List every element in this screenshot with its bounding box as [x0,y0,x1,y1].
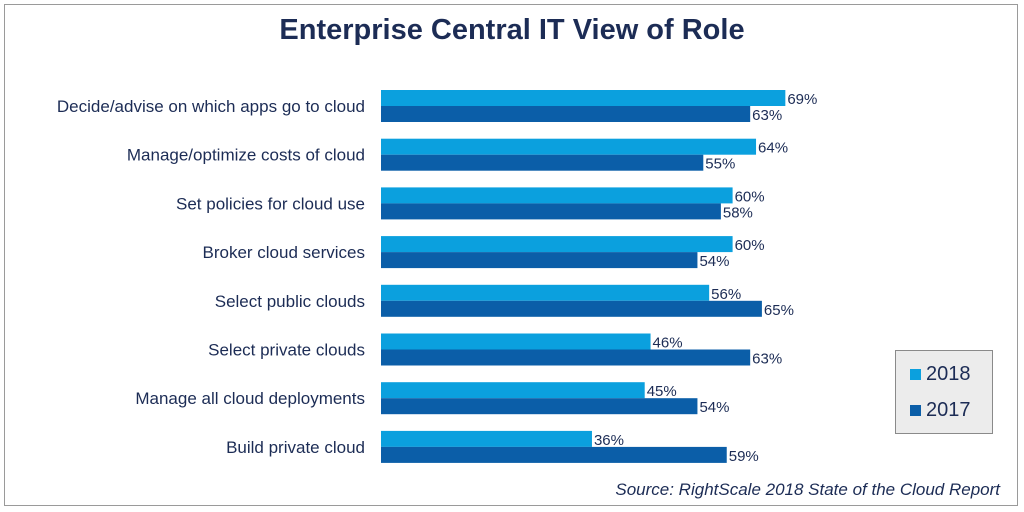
category-label-broker-cloud-services: Broker cloud services [202,243,365,262]
value-label-2017-build-private-cloud: 59% [729,448,759,465]
value-label-2017-select-public-clouds: 65% [764,302,794,319]
category-label-build-private-cloud: Build private cloud [226,438,365,457]
bar-2018-set-policies-for-cloud-use [381,187,733,204]
bar-2017-manage-optimize-costs-of-cloud [381,154,704,171]
bar-2018-select-private-clouds [381,333,651,350]
value-label-2017-select-private-clouds: 63% [752,351,782,368]
category-label-select-public-clouds: Select public clouds [215,292,365,311]
value-label-2018-manage-optimize-costs-of-cloud: 64% [758,140,788,157]
value-label-2018-build-private-cloud: 36% [594,432,624,449]
value-label-2017-set-policies-for-cloud-use: 58% [723,204,753,221]
bar-2017-select-private-clouds [381,349,751,366]
legend: 2018 2017 [895,350,993,434]
legend-item-2017: 2017 [910,399,971,422]
bar-2017-decide-advise-on-which-apps-go-to-cloud [381,106,751,122]
bar-2018-select-public-clouds [381,284,710,301]
bar-2017-build-private-cloud [381,446,727,463]
value-label-2017-decide-advise-on-which-apps-go-to-cloud: 63% [752,107,782,124]
value-label-2018-select-private-clouds: 46% [653,335,683,352]
legend-item-2018: 2018 [910,363,971,386]
value-label-2017-manage-optimize-costs-of-cloud: 55% [705,156,735,173]
value-label-2017-broker-cloud-services: 54% [699,253,729,270]
bar-2018-build-private-cloud [381,430,592,447]
category-label-manage-optimize-costs-of-cloud: Manage/optimize costs of cloud [127,146,365,165]
value-label-2018-select-public-clouds: 56% [711,286,741,303]
chart-title: Enterprise Central IT View of Role [279,14,745,46]
bar-2018-manage-all-cloud-deployments [381,382,645,399]
category-label-manage-all-cloud-deployments: Manage all cloud deployments [135,389,365,408]
category-label-set-policies-for-cloud-use: Set policies for cloud use [176,194,365,213]
bar-2018-decide-advise-on-which-apps-go-to-cloud [381,90,786,106]
value-label-2018-set-policies-for-cloud-use: 60% [735,188,765,205]
legend-swatch-2017 [910,405,921,416]
value-label-2018-manage-all-cloud-deployments: 45% [647,383,677,400]
value-label-2018-decide-advise-on-which-apps-go-to-cloud: 69% [787,91,817,108]
category-label-decide-advise-on-which-apps-go-to-cloud: Decide/advise on which apps go to cloud [57,97,365,116]
category-label-select-private-clouds: Select private clouds [208,341,365,360]
bar-2018-manage-optimize-costs-of-cloud [381,138,757,155]
bar-2017-manage-all-cloud-deployments [381,398,698,415]
legend-swatch-2018 [910,369,921,380]
value-label-2018-broker-cloud-services: 60% [735,237,765,254]
legend-label-2018: 2018 [926,363,971,385]
source-note: Source: RightScale 2018 State of the Clo… [615,480,1000,499]
bar-2017-broker-cloud-services [381,252,698,269]
bar-2017-select-public-clouds [381,300,762,317]
legend-label-2017: 2017 [926,399,971,421]
bar-2018-broker-cloud-services [381,236,733,253]
value-label-2017-manage-all-cloud-deployments: 54% [699,399,729,416]
bar-2017-set-policies-for-cloud-use [381,203,721,220]
